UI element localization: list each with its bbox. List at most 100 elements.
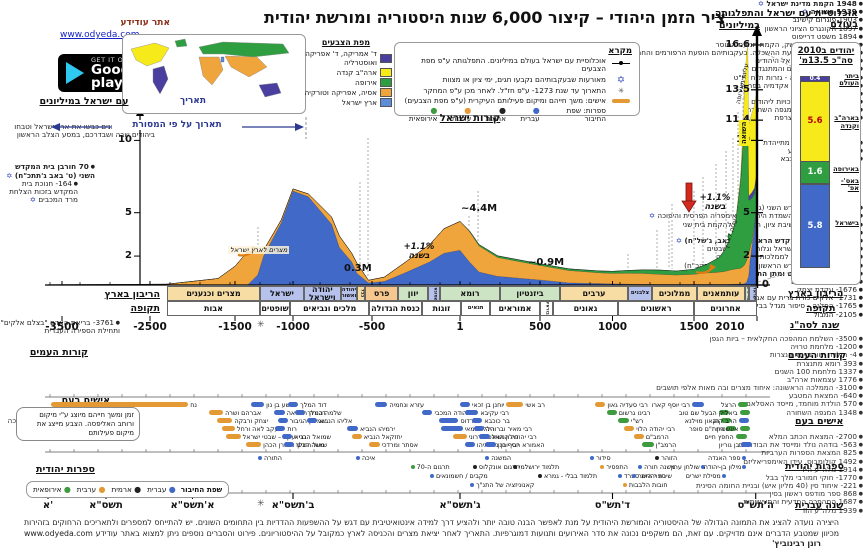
map-africa [198,56,224,86]
literature-dot [721,474,726,478]
ishim-label-left: אישים בעם [61,395,110,406]
person-lifespan-pill [741,442,753,447]
person-name: יהודה המכבי [434,409,469,417]
korot-israel-heading: קורות ישראל [439,113,501,124]
left-axis-label: עם ישראל במיליונים [39,96,129,107]
person-name: האמורא רבי יוחנן [497,441,545,449]
person-lifespan-pill [282,434,293,439]
y-tick-label-left: 5 [125,206,132,218]
person-name: החת"ם סופר [689,425,725,433]
nations-event: ● 3500- השלמת המהפכה החקלאית – ביות הגפן [709,334,863,344]
literature-dot [600,465,605,469]
key-item: ✡ מאורעות שבעקבותיהם נקבעו חגים, ימי ציון… [402,75,632,87]
literature-title: הזוהר [661,454,678,462]
person-name: הרצל [720,401,737,409]
population-value-annotation: 0.3M [344,263,372,274]
bar2010-segment: 1.6 [800,160,830,184]
x-tick-label: 1 [456,321,464,333]
literature-title: מסילת ישרים [685,472,721,480]
nations-event: ● 3100- הממלכה הראשונה: איחוד מצרים ובה … [656,383,863,393]
key-title: מקרא [608,46,632,56]
person-name: רבי עקיבא [480,409,510,417]
literature-title: מילון בן-יהודה [703,463,742,471]
key-box: מקרא אוכלוסיית עם ישראל בעולם במיליונים.… [394,42,640,123]
person-lifespan-pill [208,410,224,415]
x-tick-label: -1000 [276,321,310,333]
site-url-link[interactable]: www.odyeda.com [60,30,140,40]
person-name: רבי יוחנן בן זכאי [472,401,516,409]
person-name: רבי יהודה הנשיא [492,433,537,441]
person-lifespan-pill [618,418,629,423]
literature-dot [632,474,637,478]
person-name: ירמיהו הנביא [360,425,395,433]
person-lifespan-pill [368,442,380,447]
person-name: החפץ חיים [704,433,734,441]
holocaust-drop-arrow-head [681,200,697,213]
growth-rate-annotation: +1.1% בשנה [699,193,731,213]
nations-event: ● 570 הולדת מוחמד, מייסד האסלאם [745,399,863,409]
x-tick-label: -1500 [218,321,252,333]
stacked-bar-2010: 0.4 5.6 1.6 5.8 [800,75,830,268]
x-tick-label: -3500 [45,321,79,333]
person-name: יוסף בן מתיתיהו [476,441,520,449]
sovereign-band: יוון [398,286,428,301]
person-lifespan-pill [633,434,644,439]
israel-event: ● 1676- עקדת יצחק [796,285,863,295]
sifrut-label-right: ספרות יהודית [785,461,844,472]
asterisk-axis-mark: ✳ [257,320,265,330]
period-band: סבוראים [540,301,553,316]
literature-language-key: ● עברית [520,106,540,124]
person-lifespan-pill [726,426,737,431]
asterisk-icon: ✳ [617,86,625,96]
bar2010-segment: 0.4 [800,75,830,82]
nations-event: ● 2700- המצאת הכתב המלא [768,432,863,442]
person-name: יהושע בן נון [266,401,298,409]
nations-event: ● 1914 מלה"ע ה-I [802,464,863,474]
sovereign-band: בריטים [745,286,749,301]
play-triangle-icon [66,62,84,84]
person-name: פילון האלכסנדרוני [468,433,519,441]
israel-event: ● 1939 השואה ✡ [802,7,863,17]
person-lifespan-pill [251,402,265,407]
nations-event: ● 825 המצאת הספרות הערביות [761,448,863,458]
holocaust-drop-arrow [685,182,693,202]
ribon-label-right: הריבון בארץ [788,288,844,299]
period-band: גאונים [552,301,618,316]
person-lifespan-pill [275,426,286,431]
map-north-america [130,42,170,67]
nations-event: ● 1200- מלחמת טרויה [790,342,863,352]
person-lifespan-pill [721,418,732,423]
nations-event: ● 640- המצאת המטבע [788,391,863,401]
growth-rate-annotation: +1.1% בשנה [403,242,435,262]
y-tick-label-right: 2 [743,250,750,262]
literature-language-key: ● עברית [147,485,176,494]
shana-lsn-label: שנה לסה"נ [790,320,840,331]
bar2010-segment-label: באירופה [833,165,859,174]
sovereign-band: עותמאנים [697,286,745,301]
period-band: אבות [167,301,260,316]
shana-ivrit-label: שנה עברית [795,500,844,511]
population-title-line1: אוכלוסיית עם ישראל והתפלגותה בעולם [714,8,858,30]
literature-language-legend: שפת החיבור ● עברית ● ארמית ● ערבית ● אירופא… [26,481,230,498]
person-lifespan-pill [691,402,704,407]
y-tick-label-right: 16.6 [725,38,750,50]
map-legend-item: ד' אמריקה, ד' אפריקה ואוסטרליה [300,49,392,67]
map-legend-swatch [380,88,392,97]
literature-title: ספר האגדה [708,454,741,462]
y-tick-label-right: 11.4 [725,114,750,126]
literature-language-key: ● ארמית [111,485,142,494]
badge-get-it-on: GET IT ON [91,55,129,64]
nations-event: ● 1939 מלה"ע הII [802,505,863,515]
sovereign-band: יהודה ואשור [340,286,357,301]
literature-dot [470,483,475,487]
person-lifespan-pill [484,442,496,447]
korot-amim-label-left: קורות העמים [29,347,88,358]
nations-event: ● 1770- חוקי חמורבי מלך בבל [765,472,863,482]
literature-dot [258,456,262,460]
literature-dot [638,465,643,469]
map-israel [220,56,225,63]
literature-title: ספר הישר [638,472,666,480]
map-australia [258,82,282,98]
